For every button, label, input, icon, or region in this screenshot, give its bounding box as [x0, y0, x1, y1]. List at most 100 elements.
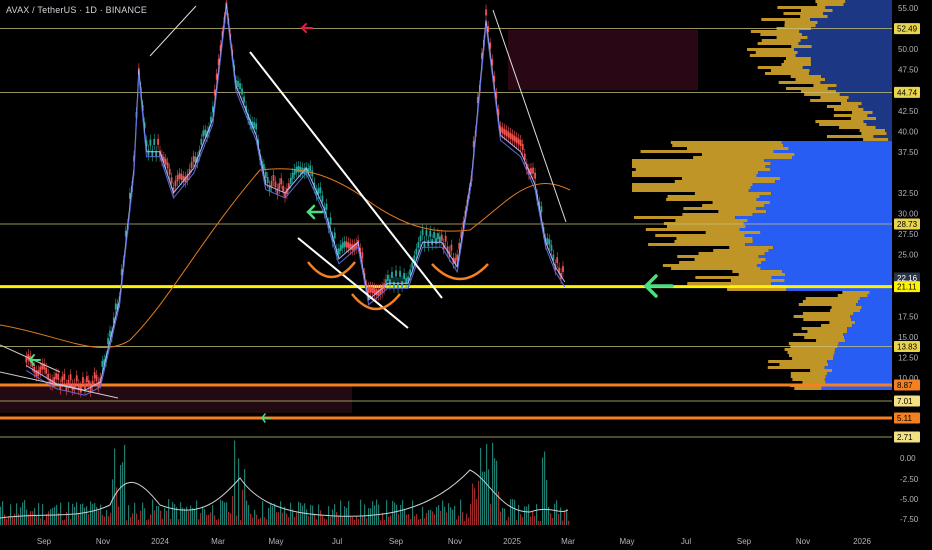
volume-profile-bar [666, 225, 746, 228]
volume-profile-bar [674, 240, 753, 243]
candle-body [489, 42, 492, 49]
volume-profile-bar [863, 108, 892, 111]
volume-profile-bar [794, 387, 822, 390]
green-arrow [28, 354, 41, 366]
volume-bar [380, 520, 382, 525]
volume-bar [144, 508, 146, 525]
candle-body [147, 149, 150, 156]
volume-bar [382, 512, 384, 525]
volume-bar [558, 513, 560, 525]
volume-profile-bar [867, 114, 892, 117]
candle-body [305, 167, 308, 174]
volume-bar [538, 520, 540, 525]
volume-bar [344, 506, 346, 525]
volume-profile-bar [827, 87, 892, 90]
candle-body [540, 206, 543, 213]
candle-body [120, 269, 123, 276]
volume-profile-bar [833, 114, 868, 117]
candle-body [43, 363, 46, 370]
volume-bar [454, 505, 456, 525]
candle-body [501, 127, 504, 134]
volume-profile-bar [713, 249, 769, 252]
candle-body [109, 330, 111, 337]
volume-profile-bar [764, 159, 892, 162]
volume-profile-bar [800, 15, 828, 18]
volume-profile-bar [701, 153, 795, 156]
candle-body [331, 236, 334, 243]
volume-bar [300, 502, 302, 525]
candle-body [112, 317, 115, 324]
volume-bar [370, 508, 372, 525]
volume-bar [310, 504, 312, 525]
time-tick-label: Nov [448, 537, 462, 546]
volume-bar [386, 499, 388, 525]
volume-bar [366, 518, 368, 525]
candle-body [65, 384, 68, 391]
volume-bar [0, 506, 2, 525]
volume-bar [102, 514, 104, 525]
volume-bar [504, 508, 506, 525]
candle-body [345, 241, 348, 248]
volume-profile-bar [823, 12, 892, 15]
volume-bar [518, 504, 520, 525]
volume-bar [266, 519, 268, 525]
volume-bar [216, 520, 218, 525]
candle-body [487, 26, 489, 33]
candle-body [84, 383, 86, 390]
candle-body [355, 242, 358, 249]
volume-bar [98, 510, 100, 525]
volume-profile-bar [863, 138, 889, 141]
volume-profile-bar [768, 360, 828, 363]
time-tick-label: Sep [37, 537, 52, 546]
volume-bar [234, 440, 236, 525]
candle-body [369, 286, 372, 293]
price-tick-label: 12.50 [898, 353, 919, 362]
candle-body [427, 240, 430, 247]
volume-profile-bar [779, 363, 829, 366]
volume-profile-bar [820, 96, 849, 99]
candle-body [353, 244, 356, 251]
volume-bar [92, 504, 94, 525]
candle-body [27, 354, 30, 361]
price-tick-label: 32.50 [898, 189, 919, 198]
candle-body [548, 239, 551, 246]
volume-profile-bar [803, 318, 852, 321]
volume-profile-bar [807, 330, 848, 333]
volume-bar [466, 513, 468, 525]
candle-body [157, 138, 159, 145]
volume-profile-bar [825, 78, 892, 81]
volume-bar [132, 513, 134, 525]
volume-bar [90, 501, 92, 525]
volume-profile-bar [784, 279, 892, 282]
volume-bar [546, 479, 548, 525]
candle-body [515, 137, 518, 144]
volume-profile-bar [826, 135, 874, 138]
volume-profile-bar [666, 198, 757, 201]
volume-profile-bar [745, 225, 892, 228]
price-tag [894, 379, 920, 391]
volume-profile-bar [770, 168, 892, 171]
price-tick-label: 50.00 [898, 45, 919, 54]
candle-body [333, 232, 336, 239]
volume-bar [508, 516, 510, 525]
price-tag-label: 8.87 [897, 381, 913, 390]
volume-profile-bar [852, 324, 892, 327]
volume-profile-bar [675, 219, 748, 222]
volume-profile-bar [752, 240, 892, 243]
candle-body [280, 178, 283, 185]
volume-profile-bar [844, 336, 892, 339]
candle-body [217, 59, 220, 66]
volume-bar [390, 515, 392, 525]
volume-profile-bar [829, 321, 856, 324]
volume-bar [264, 517, 266, 525]
volume-profile-bar [698, 252, 765, 255]
candle-body [437, 233, 439, 240]
volume-profile-bar [886, 132, 892, 135]
volume-profile-bar [789, 354, 834, 357]
candle-body [35, 370, 38, 377]
volume-profile-bar [875, 126, 892, 129]
volume-bar [408, 514, 410, 525]
volume-bar [480, 447, 482, 525]
volume-bar [258, 519, 260, 525]
